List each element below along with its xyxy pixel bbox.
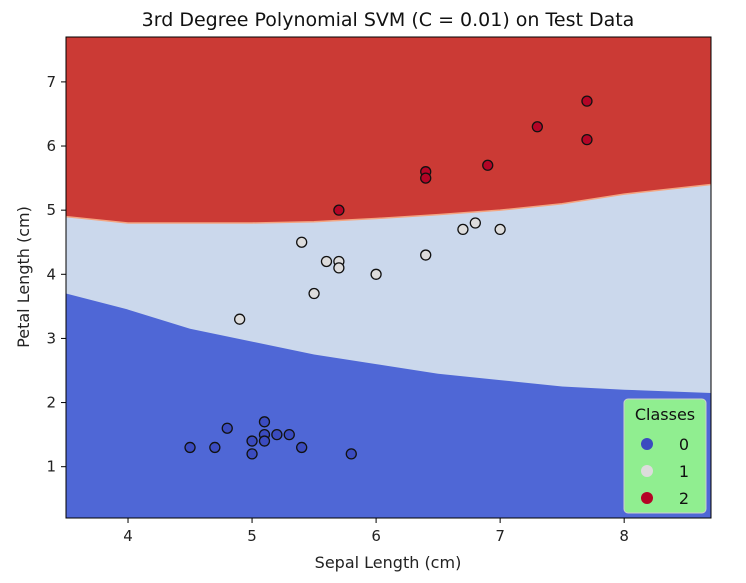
data-point-class-0 <box>246 448 258 460</box>
x-tick-label: 5 <box>247 527 257 545</box>
data-point-class-0 <box>283 428 295 441</box>
legend-box <box>623 398 707 514</box>
data-point-class-0 <box>258 435 271 447</box>
data-point-class-2 <box>482 159 494 171</box>
data-point-class-0 <box>271 428 283 441</box>
legend-label-class-2: 2 <box>679 489 689 508</box>
plot-frame <box>65 36 712 519</box>
legend-marker-class-2 <box>641 492 653 504</box>
y-tick-label: 2 <box>46 394 56 412</box>
data-point-class-0 <box>209 441 221 454</box>
legend-label-class-0: 0 <box>679 435 689 454</box>
data-point-class-0 <box>221 422 233 434</box>
data-point-class-0 <box>345 448 357 460</box>
data-point-class-0 <box>296 441 308 454</box>
data-point-class-0 <box>258 416 271 428</box>
data-point-class-2 <box>581 133 593 146</box>
data-point-class-0 <box>184 441 196 454</box>
data-point-class-2 <box>420 172 432 184</box>
y-tick-label: 5 <box>46 201 56 219</box>
legend-title: Classes <box>635 405 695 424</box>
x-tick-label: 8 <box>619 527 629 545</box>
plot-area <box>66 37 711 518</box>
chart-title: 3rd Degree Polynomial SVM (C = 0.01) on … <box>142 9 635 31</box>
y-axis-label: Petal Length (cm) <box>14 206 33 348</box>
y-tick-label: 4 <box>46 265 56 283</box>
data-point-class-1 <box>308 287 320 300</box>
legend-label-class-1: 1 <box>679 462 689 481</box>
data-point-class-1 <box>420 249 432 261</box>
data-point-class-2 <box>531 121 543 133</box>
y-tick-label: 7 <box>46 73 56 91</box>
data-point-class-1 <box>333 262 345 274</box>
x-tick-label: 6 <box>371 527 381 545</box>
data-point-class-1 <box>469 217 481 229</box>
y-axis-ticks: 1 2 3 4 5 6 7 <box>46 73 66 476</box>
data-point-class-1 <box>370 268 382 280</box>
data-point-class-1 <box>320 255 333 268</box>
data-points <box>184 95 593 460</box>
data-point-class-2 <box>581 95 593 107</box>
legend: Classes 0 1 2 <box>623 398 707 514</box>
decision-region-class-0 <box>66 293 711 518</box>
y-tick-label: 3 <box>46 329 56 347</box>
y-tick-label: 6 <box>46 137 56 155</box>
legend-marker-class-1 <box>641 465 653 477</box>
y-tick-label: 1 <box>46 458 56 476</box>
legend-marker-class-0 <box>641 438 653 450</box>
data-point-class-1 <box>234 313 246 325</box>
x-axis-label: Sepal Length (cm) <box>315 553 462 572</box>
decision-boundary-upper <box>66 183 711 224</box>
data-point-class-1 <box>296 236 308 248</box>
data-point-class-2 <box>333 204 345 216</box>
data-point-class-0 <box>246 435 258 447</box>
x-tick-label: 7 <box>495 527 505 545</box>
data-point-class-1 <box>457 223 469 236</box>
data-point-class-1 <box>494 223 506 236</box>
x-axis-ticks: 4 5 6 7 8 <box>123 518 629 545</box>
x-tick-label: 4 <box>123 527 133 545</box>
